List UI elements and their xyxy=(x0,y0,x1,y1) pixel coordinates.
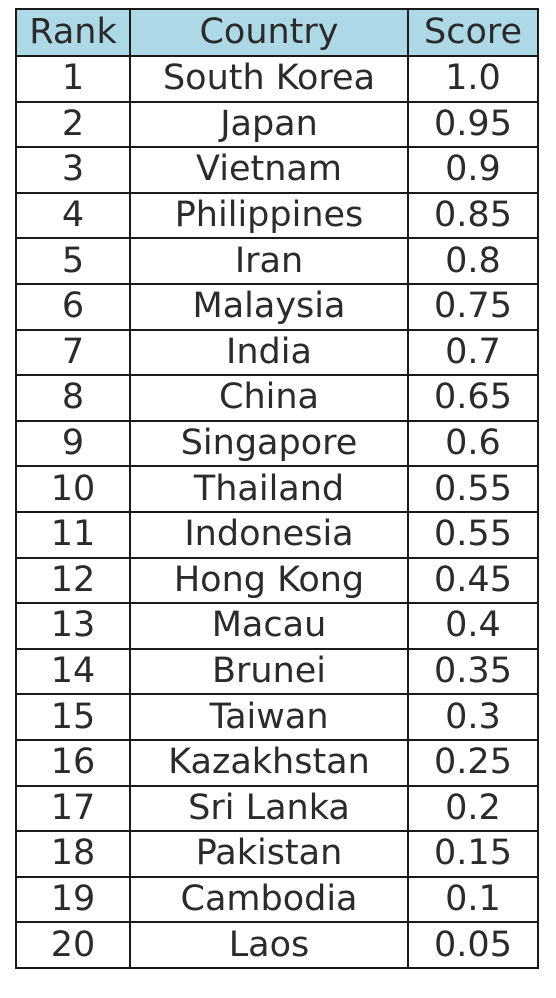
rank-cell: 11 xyxy=(15,510,131,559)
rank-cell: 1 xyxy=(15,55,131,103)
table-row: 12 Hong Kong 0.45 xyxy=(15,556,539,605)
score-cell: 0.6 xyxy=(407,419,539,468)
score-cell: 0.65 xyxy=(407,374,539,422)
country-cell: Laos xyxy=(129,921,409,969)
country-cell: India xyxy=(129,328,409,377)
score-cell: 0.2 xyxy=(407,784,539,833)
country-cell: Vietnam xyxy=(129,146,409,194)
country-cell: Philippines xyxy=(129,191,409,240)
rank-cell: 10 xyxy=(15,465,131,513)
table-row: 15 Taiwan 0.3 xyxy=(15,693,539,741)
table-row: 11 Indonesia 0.55 xyxy=(15,510,539,559)
table-row: 18 Pakistan 0.15 xyxy=(15,830,539,878)
score-cell: 0.7 xyxy=(407,328,539,377)
header-rank: Rank xyxy=(15,8,131,57)
country-cell: China xyxy=(129,374,409,422)
rank-cell: 12 xyxy=(15,556,131,605)
table-row: 2 Japan 0.95 xyxy=(15,100,539,149)
country-cell: Pakistan xyxy=(129,830,409,878)
rank-cell: 3 xyxy=(15,146,131,194)
score-cell: 0.05 xyxy=(407,921,539,969)
table-row: 17 Sri Lanka 0.2 xyxy=(15,784,539,833)
rank-cell: 14 xyxy=(15,647,131,696)
score-cell: 0.8 xyxy=(407,237,539,285)
table-row: 5 Iran 0.8 xyxy=(15,237,539,285)
table-row: 13 Macau 0.4 xyxy=(15,602,539,650)
score-cell: 0.15 xyxy=(407,830,539,878)
score-cell: 0.75 xyxy=(407,282,539,331)
rank-cell: 4 xyxy=(15,191,131,240)
country-cell: Cambodia xyxy=(129,875,409,924)
score-cell: 0.55 xyxy=(407,465,539,513)
country-cell: Sri Lanka xyxy=(129,784,409,833)
score-cell: 0.85 xyxy=(407,191,539,240)
header-score: Score xyxy=(407,8,539,57)
country-cell: Hong Kong xyxy=(129,556,409,605)
country-cell: Thailand xyxy=(129,465,409,513)
rank-cell: 8 xyxy=(15,374,131,422)
ranking-table: Rank Country Score 1 South Korea 1.0 2 Japan… xyxy=(15,8,539,969)
country-cell: Indonesia xyxy=(129,510,409,559)
rank-cell: 15 xyxy=(15,693,131,741)
rank-cell: 9 xyxy=(15,419,131,468)
score-cell: 0.9 xyxy=(407,146,539,194)
country-cell: Malaysia xyxy=(129,282,409,331)
country-cell: Brunei xyxy=(129,647,409,696)
score-cell: 0.1 xyxy=(407,875,539,924)
table-row: 16 Kazakhstan 0.25 xyxy=(15,738,539,787)
country-cell: Macau xyxy=(129,602,409,650)
score-cell: 0.4 xyxy=(407,602,539,650)
table-row: 7 India 0.7 xyxy=(15,328,539,377)
table-row: 20 Laos 0.05 xyxy=(15,921,539,969)
score-cell: 0.95 xyxy=(407,100,539,149)
score-cell: 0.25 xyxy=(407,738,539,787)
table-row: 10 Thailand 0.55 xyxy=(15,465,539,513)
rank-cell: 16 xyxy=(15,738,131,787)
country-cell: Taiwan xyxy=(129,693,409,741)
table-row: 6 Malaysia 0.75 xyxy=(15,282,539,331)
rank-cell: 2 xyxy=(15,100,131,149)
rank-cell: 7 xyxy=(15,328,131,377)
score-cell: 1.0 xyxy=(407,55,539,103)
table-row: 9 Singapore 0.6 xyxy=(15,419,539,468)
country-cell: South Korea xyxy=(129,55,409,103)
table-row: 14 Brunei 0.35 xyxy=(15,647,539,696)
rank-cell: 17 xyxy=(15,784,131,833)
rank-cell: 6 xyxy=(15,282,131,331)
table-body: 1 South Korea 1.0 2 Japan 0.95 3 Vietnam 0.9 4 Phi… xyxy=(15,55,539,969)
table-row: 3 Vietnam 0.9 xyxy=(15,146,539,194)
rank-cell: 18 xyxy=(15,830,131,878)
rank-cell: 20 xyxy=(15,921,131,969)
score-cell: 0.35 xyxy=(407,647,539,696)
table-row: 4 Philippines 0.85 xyxy=(15,191,539,240)
country-cell: Japan xyxy=(129,100,409,149)
score-cell: 0.55 xyxy=(407,510,539,559)
table-row: 19 Cambodia 0.1 xyxy=(15,875,539,924)
header-country: Country xyxy=(129,8,409,57)
table-row: 8 China 0.65 xyxy=(15,374,539,422)
country-cell: Iran xyxy=(129,237,409,285)
table-row: 1 South Korea 1.0 xyxy=(15,55,539,103)
rank-cell: 13 xyxy=(15,602,131,650)
score-cell: 0.3 xyxy=(407,693,539,741)
country-cell: Singapore xyxy=(129,419,409,468)
score-cell: 0.45 xyxy=(407,556,539,605)
rank-cell: 19 xyxy=(15,875,131,924)
header-row: Rank Country Score xyxy=(15,8,539,57)
rank-cell: 5 xyxy=(15,237,131,285)
country-cell: Kazakhstan xyxy=(129,738,409,787)
